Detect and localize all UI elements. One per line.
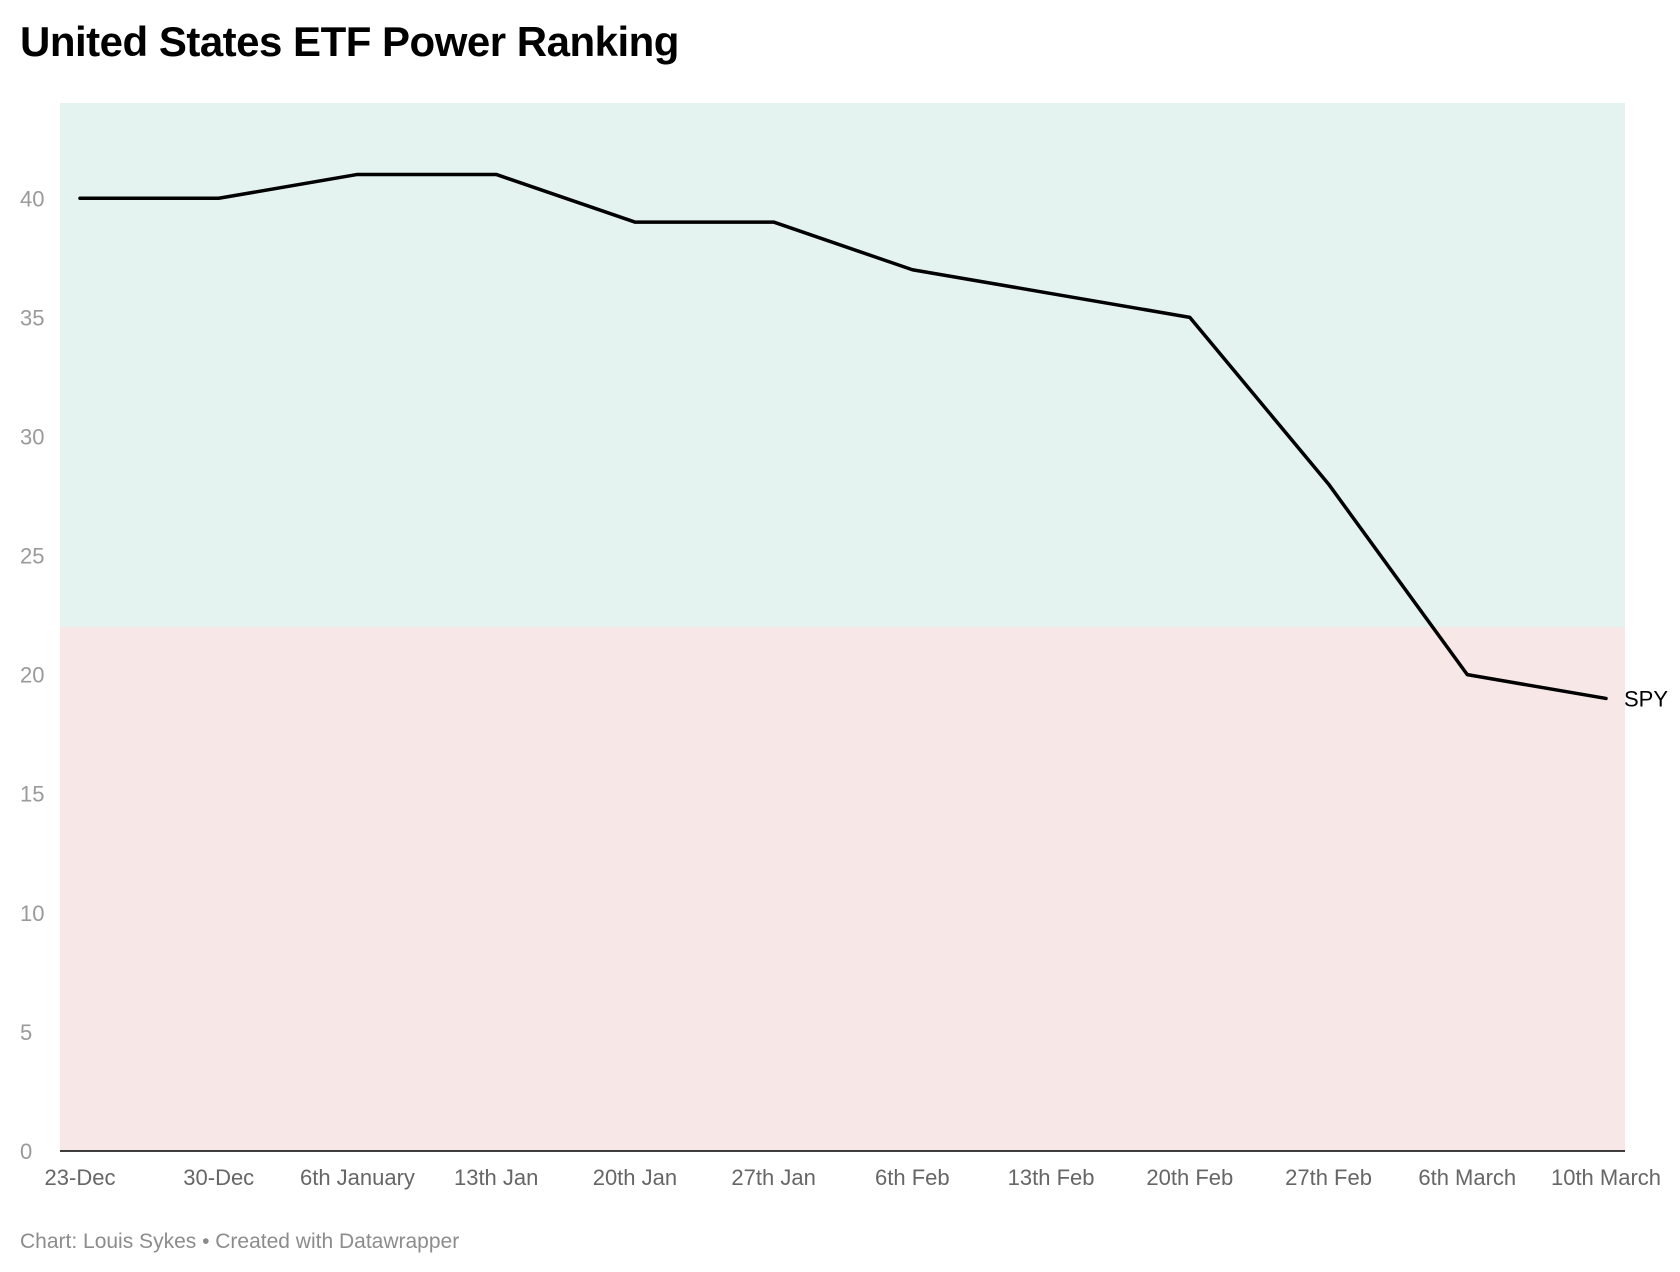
x-tick-label: 30-Dec [183,1165,254,1190]
series-end-label: SPY [1624,686,1668,711]
series-lines: SPY [78,172,1668,711]
series-line-spy [78,172,1608,701]
y-tick-label: 25 [20,544,44,569]
y-tick-label: 20 [20,663,44,688]
y-tick-label: 40 [20,186,44,211]
x-tick-label: 6th Feb [875,1165,950,1190]
x-axis-ticks: 23-Dec 30-Dec 6th January 13th Jan 20th Jan 2… [45,1165,1661,1190]
y-tick-label: 0 [20,1139,32,1164]
y-axis-ticks: 0 5 10 15 20 25 30 35 40 [20,186,44,1164]
y-tick-label: 35 [20,305,44,330]
x-tick-label: 23-Dec [45,1165,116,1190]
background-bands [60,103,1625,1151]
x-tick-label: 20th Jan [593,1165,677,1190]
y-tick-label: 10 [20,901,44,926]
x-tick-label: 6th January [300,1165,415,1190]
y-tick-label: 30 [20,424,44,449]
x-tick-label: 13th Jan [454,1165,538,1190]
y-tick-label: 5 [20,1020,32,1045]
chart-title: United States ETF Power Ranking [20,18,679,65]
x-tick-label: 27th Feb [1285,1165,1372,1190]
x-tick-label: 6th March [1418,1165,1516,1190]
x-tick-label: 10th March [1551,1165,1661,1190]
range-band-1 [60,627,1625,1151]
y-tick-label: 15 [20,782,44,807]
x-tick-label: 13th Feb [1008,1165,1095,1190]
range-band-0 [60,103,1625,627]
chart-credit: Chart: Louis Sykes • Created with Datawr… [20,1230,460,1253]
x-tick-label: 20th Feb [1146,1165,1233,1190]
x-tick-label: 27th Jan [731,1165,815,1190]
